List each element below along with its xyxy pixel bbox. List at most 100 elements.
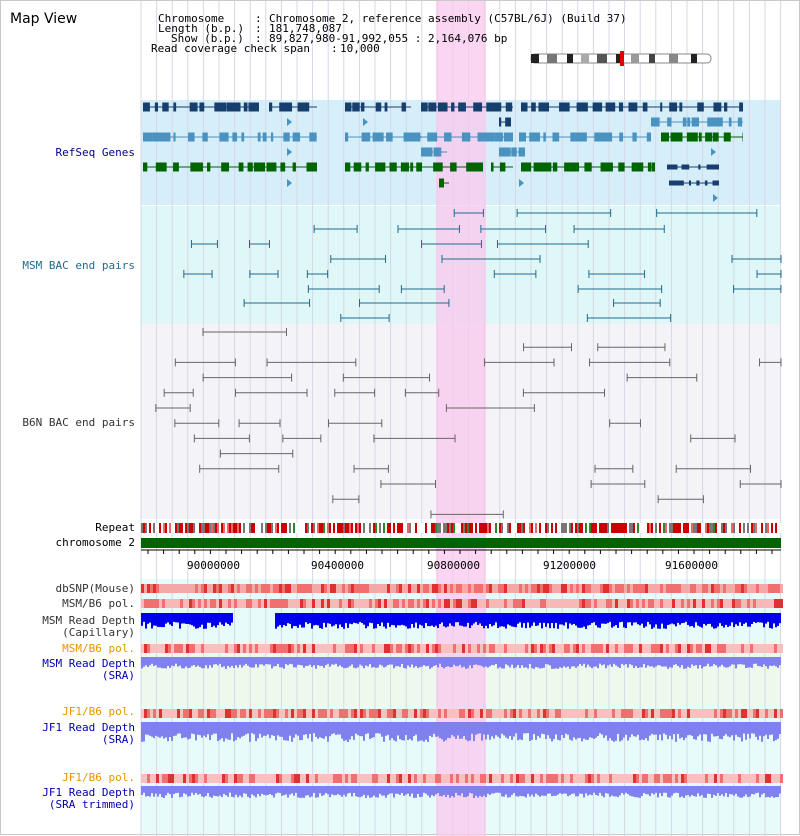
depth-bar <box>347 722 349 742</box>
depth-bar <box>157 657 159 668</box>
repeat-element <box>575 523 577 533</box>
heat-cell <box>768 644 771 653</box>
depth-bar <box>561 657 563 668</box>
heat-cell <box>321 599 324 608</box>
depth-bar <box>187 786 189 797</box>
depth-bar <box>145 613 147 629</box>
heat-cell <box>576 644 579 653</box>
heat-cell <box>192 584 195 593</box>
heat-cell <box>471 774 474 783</box>
track-label-chromosome[interactable]: chromosome 2 <box>1 537 135 549</box>
depth-bar <box>733 722 735 741</box>
track-label-refseq[interactable]: RefSeq Genes <box>1 147 135 159</box>
depth-bar <box>555 722 557 735</box>
depth-bar <box>437 786 439 793</box>
depth-bar <box>197 722 199 735</box>
heat-cell <box>723 644 726 653</box>
heat-cell <box>594 584 597 593</box>
track-label-msm-b6-pol-sra[interactable]: MSM/B6 pol. <box>1 643 135 655</box>
depth-bar <box>413 786 415 798</box>
gene-exon <box>610 133 612 142</box>
depth-bar <box>703 786 705 798</box>
repeat-element <box>637 523 639 533</box>
depth-bar <box>149 613 151 623</box>
depth-bar <box>529 657 531 664</box>
depth-bar <box>345 657 347 668</box>
heat-cell <box>618 644 621 653</box>
depth-bar <box>483 786 485 796</box>
heat-cell <box>459 774 462 783</box>
depth-bar <box>615 722 617 741</box>
depth-bar <box>645 613 647 626</box>
depth-bar <box>331 613 333 626</box>
repeat-element <box>699 523 701 533</box>
heat-cell <box>216 644 219 653</box>
depth-bar <box>705 786 707 798</box>
track-label-jf1-b6-pol[interactable]: JF1/B6 pol. <box>1 706 135 718</box>
repeat-element <box>443 523 445 533</box>
heat-cell <box>243 584 246 593</box>
heat-cell <box>381 774 384 783</box>
depth-bar <box>475 786 477 796</box>
gene-exon <box>362 133 371 142</box>
heat-cell <box>246 709 249 718</box>
depth-bar <box>481 657 483 666</box>
repeat-element <box>351 523 353 533</box>
heat-cell <box>411 709 414 718</box>
depth-bar <box>667 722 669 739</box>
depth-bar <box>603 786 605 797</box>
depth-bar <box>637 657 639 668</box>
depth-bar <box>355 657 357 668</box>
depth-bar <box>147 722 149 735</box>
heat-cell <box>282 599 285 608</box>
heat-cell <box>417 644 420 653</box>
gene-exon <box>428 103 436 112</box>
gene-exon <box>438 103 448 112</box>
depth-bar <box>305 786 307 796</box>
depth-bar <box>739 613 741 622</box>
track-label-jf1-b6-pol-2[interactable]: JF1/B6 pol. <box>1 772 135 784</box>
heat-cell <box>528 644 531 653</box>
repeat-element <box>541 523 543 533</box>
depth-bar <box>311 722 313 742</box>
gene-exon <box>267 163 277 172</box>
heat-cell <box>471 709 474 718</box>
heat-cell <box>489 774 492 783</box>
depth-bar <box>763 657 765 664</box>
axis-tick-label: 91600000 <box>665 559 718 572</box>
depth-bar <box>381 657 383 666</box>
repeat-element <box>709 523 711 533</box>
depth-bar <box>463 613 465 627</box>
heat-cell <box>735 709 738 718</box>
gene-exon <box>390 163 397 172</box>
track-label-dbsnp[interactable]: dbSNP(Mouse) <box>1 583 135 595</box>
heat-cell <box>402 584 405 593</box>
track-label-msm-b6-pol[interactable]: MSM/B6 pol. <box>1 598 135 610</box>
depth-bar <box>711 722 713 734</box>
depth-bar <box>521 657 523 665</box>
depth-bar <box>247 722 249 733</box>
depth-bar <box>507 613 509 624</box>
heat-cell <box>738 599 741 608</box>
depth-bar <box>593 613 595 622</box>
track-label-msm-bac[interactable]: MSM BAC end pairs <box>1 260 135 272</box>
track-label-b6n-bac[interactable]: B6N BAC end pairs <box>1 417 135 429</box>
repeat-element <box>673 523 675 533</box>
heat-cell <box>159 709 162 718</box>
depth-bar <box>491 613 493 626</box>
depth-bar <box>293 657 295 667</box>
depth-bar <box>527 786 529 794</box>
gene-exon <box>713 103 721 112</box>
depth-bar <box>203 657 205 668</box>
repeat-element <box>151 523 153 533</box>
heat-cell <box>672 584 675 593</box>
gene-exon <box>416 163 422 172</box>
repeat-element <box>161 523 163 533</box>
depth-bar <box>403 786 405 796</box>
heat-cell <box>366 644 369 653</box>
depth-bar <box>279 613 281 625</box>
heat-cell <box>417 584 420 593</box>
track-label-repeat[interactable]: Repeat <box>1 522 135 534</box>
repeat-element <box>441 523 443 533</box>
repeat-element <box>141 523 143 533</box>
